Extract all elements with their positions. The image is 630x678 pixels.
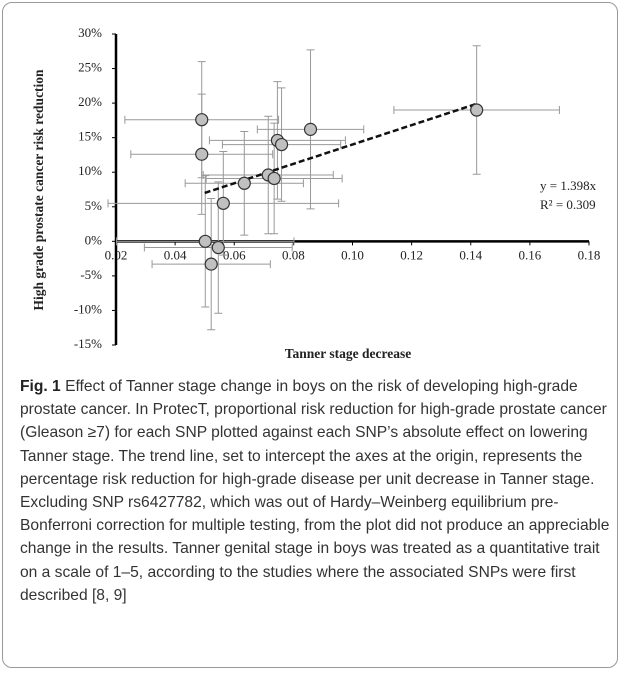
y-tick-label: 10% [78, 163, 102, 178]
figure-frame [2, 2, 618, 668]
point [216, 196, 230, 210]
y-axis-title: High grade prostate cancer risk reductio… [31, 69, 46, 311]
y-tick-label: 20% [78, 94, 102, 109]
y-tick-label: 25% [78, 60, 102, 75]
caption-label: Fig. 1 [20, 378, 61, 395]
x-tick-label: 0.04 [164, 247, 187, 262]
point [211, 240, 225, 255]
x-tick-label: 0.10 [341, 247, 364, 262]
x-tick-label: 0.14 [459, 247, 482, 262]
x-tick-label: 0.08 [282, 247, 305, 262]
point [198, 234, 212, 248]
x-tick-label: 0.16 [519, 247, 542, 262]
x-tick-label: 0.12 [400, 247, 423, 262]
x-tick-label: 0.06 [223, 247, 246, 262]
point [303, 122, 318, 136]
y-tick-label: 15% [78, 129, 102, 144]
point [195, 147, 209, 161]
trend-line [204, 102, 478, 195]
x-axis-title: Tanner stage decrease [285, 346, 412, 361]
point [237, 176, 251, 190]
x-tick-label: 0.18 [578, 247, 601, 262]
chart: Tanner stage decrease High grade prostat… [31, 25, 601, 361]
caption-text: Effect of Tanner stage change in boys on… [20, 378, 610, 604]
y-tick-label: 0% [85, 232, 103, 247]
equation: y = 1.398x [540, 178, 597, 193]
y-tick-label: -10% [74, 301, 102, 316]
point [274, 137, 289, 152]
r-squared: R² = 0.309 [540, 197, 596, 212]
point [267, 171, 281, 186]
y-tick-label: 5% [85, 198, 103, 213]
point [204, 257, 218, 271]
y-tick-label: -5% [80, 267, 102, 282]
caption: Fig. 1 Effect of Tanner stage change in … [20, 375, 612, 607]
y-tick-label: 30% [78, 25, 102, 40]
point [195, 113, 209, 127]
point [470, 103, 484, 117]
y-tick-label: -15% [74, 336, 102, 351]
